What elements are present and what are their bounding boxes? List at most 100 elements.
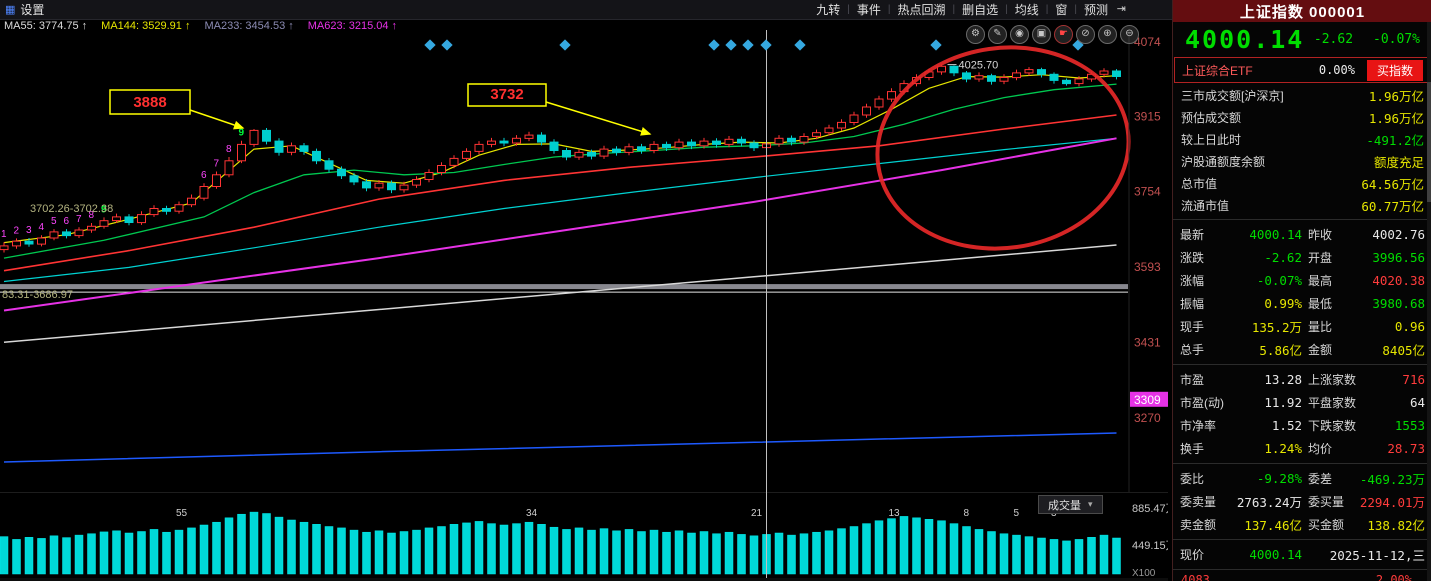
- nine-turn-digit: 4: [39, 222, 45, 233]
- pair-right: 开盘 3996.56: [1308, 249, 1425, 266]
- event-diamond-icon[interactable]: [424, 39, 436, 51]
- eye-icon[interactable]: ◉: [1010, 25, 1029, 44]
- volume-indicator-selector[interactable]: 成交量 ▾: [1038, 495, 1103, 514]
- event-diamond-icon[interactable]: [742, 39, 754, 51]
- candle: [174, 204, 184, 212]
- event-diamond-icon[interactable]: [559, 39, 571, 51]
- panel-scrollbar[interactable]: [1427, 22, 1431, 581]
- callout-text: 3732: [490, 86, 523, 103]
- buy-index-button[interactable]: 买指数: [1366, 59, 1423, 81]
- pair-right: 量比 0.96: [1308, 318, 1425, 335]
- candle: [162, 208, 171, 212]
- etf-link[interactable]: 上证综合ETF: [1182, 63, 1253, 78]
- candle: [662, 143, 671, 149]
- candle: [349, 175, 359, 183]
- ma-line-cyan: [3, 137, 1117, 283]
- candle: [749, 142, 759, 149]
- price-tick: 3915: [1134, 109, 1161, 123]
- pair-right: 金额 8405亿: [1308, 340, 1425, 359]
- pair-row: 换手 1.24% 均价 28.73: [1173, 437, 1431, 460]
- stat-value: 1.52: [1271, 418, 1302, 433]
- volume-bar: [812, 531, 821, 575]
- pair-left: 总手 5.86亿: [1180, 340, 1302, 359]
- stat-value: 138.82亿: [1367, 518, 1425, 533]
- event-diamond-icon[interactable]: [725, 39, 737, 51]
- candle: [737, 138, 746, 144]
- candle: [0, 245, 9, 251]
- hand-icon[interactable]: ☛: [1054, 25, 1073, 44]
- menu-item-4[interactable]: 删自选: [962, 3, 999, 17]
- stat-label: 昨收: [1308, 228, 1333, 242]
- settings-menu[interactable]: ▦ 设置: [0, 1, 44, 18]
- menu-item-3[interactable]: 热点回溯: [897, 3, 946, 17]
- drawn-horizontal-line[interactable]: [0, 284, 1128, 290]
- etf-row: 上证综合ETF 0.00% 买指数: [1174, 57, 1431, 83]
- gear-icon[interactable]: ⚙: [966, 25, 985, 44]
- stat-value: -0.07%: [1256, 273, 1302, 288]
- stat-value: 4002.76: [1372, 227, 1425, 242]
- volume-bar: [149, 529, 159, 575]
- stat-label: 较上日此时: [1181, 132, 1242, 147]
- volume-bar: [662, 531, 671, 575]
- volume-bar: [249, 511, 259, 575]
- stat-label: 换手: [1180, 442, 1205, 456]
- stat-row-6: 流通市值 60.77万亿: [1173, 194, 1431, 216]
- ma-label-1: MA55: 3774.75 ↑: [4, 20, 88, 32]
- candle: [849, 114, 859, 123]
- lock-icon[interactable]: ⊘: [1076, 25, 1095, 44]
- menu-item-5[interactable]: 均线: [1014, 3, 1039, 17]
- volume-chart-svg[interactable]: 55342113853885.47万449.15万X100: [0, 492, 1168, 578]
- stat-value: -469.23万: [1359, 472, 1425, 487]
- stat-label: 振幅: [1180, 297, 1205, 311]
- ma-line-white: [3, 244, 1117, 344]
- event-diamond-icon[interactable]: [708, 39, 720, 51]
- stat-value: 11.92: [1264, 395, 1302, 410]
- event-diamond-icon[interactable]: [930, 39, 942, 51]
- pair-right: 2025-11-12,三: [1308, 545, 1425, 564]
- red-circle-annotation[interactable]: [864, 31, 1141, 264]
- stat-value: 64: [1409, 395, 1425, 410]
- volume-bar: [412, 529, 421, 575]
- stat-label: 预估成交额: [1181, 110, 1242, 125]
- event-diamond-icon[interactable]: [441, 39, 453, 51]
- price-range-label: 83.31-3686.97: [2, 289, 73, 301]
- stat-label: 总手: [1180, 343, 1205, 357]
- volume-bar: [237, 513, 246, 575]
- volume-bar: [212, 521, 221, 575]
- candle: [62, 231, 71, 237]
- nine-turn-digit: 9: [101, 204, 107, 215]
- volume-bar: [874, 520, 884, 575]
- nine-turn-digit: 7: [214, 159, 220, 170]
- callout-box-3732[interactable]: [467, 83, 547, 107]
- price-range-label: 3702.26-3702.38: [30, 203, 113, 215]
- event-diamond-icon[interactable]: [760, 39, 772, 51]
- pair-left: 现价 4000.14: [1180, 546, 1302, 563]
- volume-bar: [24, 537, 34, 575]
- callout-box-3888[interactable]: [109, 89, 191, 115]
- zoom-out-icon[interactable]: ⊖: [1120, 25, 1139, 44]
- volume-bar: [799, 533, 809, 575]
- ma-line-magenta: [3, 137, 1117, 312]
- candle: [149, 208, 159, 216]
- candle: [712, 140, 721, 145]
- camera-icon[interactable]: ▣: [1032, 25, 1051, 44]
- event-diamond-icon[interactable]: [794, 39, 806, 51]
- menu-item-2[interactable]: 事件: [856, 3, 881, 17]
- volume-bar: [362, 531, 371, 575]
- pencil-icon[interactable]: ✎: [988, 25, 1007, 44]
- price-change: -2.62: [1313, 31, 1354, 47]
- candle: [549, 141, 559, 151]
- menu-item-7[interactable]: 预测: [1083, 3, 1108, 17]
- menu-item-6[interactable]: 窗: [1055, 3, 1068, 17]
- volume-bar: [937, 520, 946, 575]
- candle: [187, 197, 196, 206]
- menu-item-1[interactable]: 九转: [816, 3, 841, 17]
- stat-label: 涨跌: [1180, 251, 1205, 265]
- zoom-in-icon[interactable]: ⊕: [1098, 25, 1117, 44]
- pair-left: 涨跌 -2.62: [1180, 249, 1302, 266]
- candle: [862, 106, 871, 116]
- volume-bar: [537, 524, 546, 575]
- skip-forward-icon[interactable]: ⇥: [1116, 3, 1126, 15]
- stat-label: 买金额: [1308, 518, 1345, 532]
